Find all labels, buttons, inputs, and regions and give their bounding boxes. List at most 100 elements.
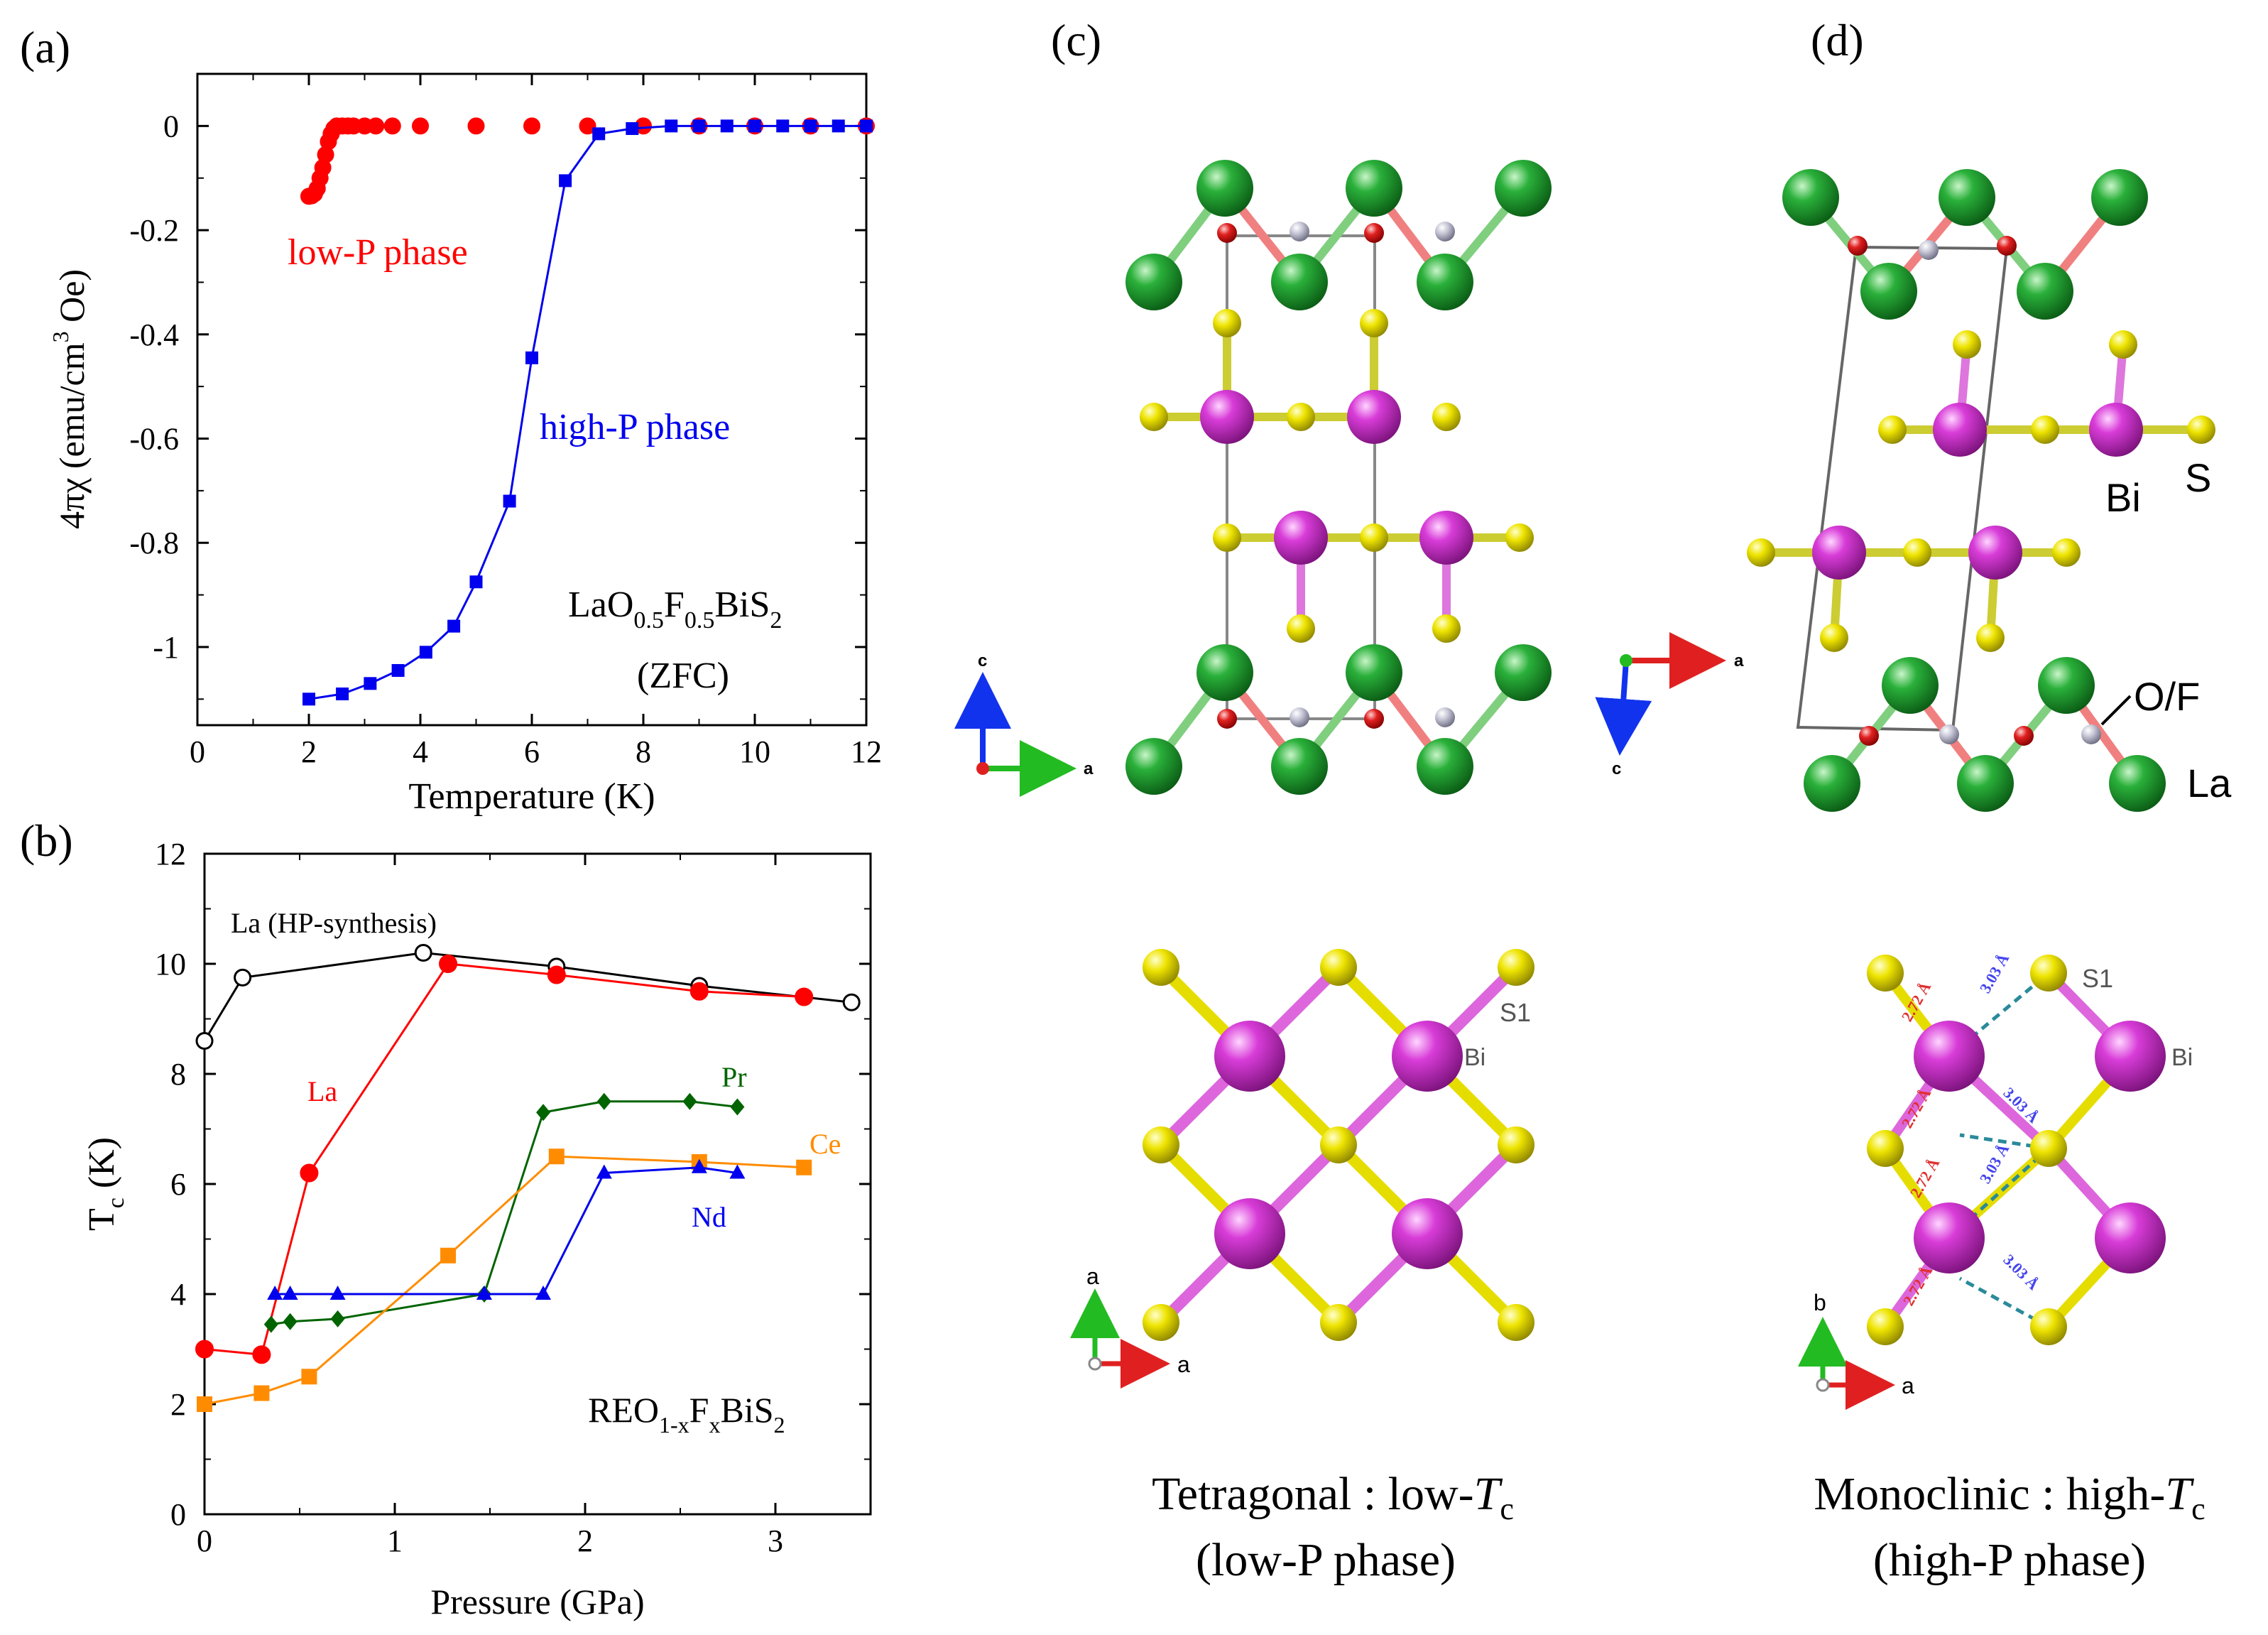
- data-point: [412, 117, 429, 135]
- data-point: [383, 117, 401, 135]
- data-point: [523, 117, 540, 135]
- y-tick-label: 10: [155, 947, 186, 982]
- series-ce: [197, 1148, 812, 1412]
- chart-b-ylabel-unit: (K): [82, 1137, 122, 1197]
- data-point: [842, 993, 861, 1011]
- axis-origin: [1620, 654, 1632, 667]
- data-point: [804, 119, 817, 133]
- la-atom: [1495, 644, 1552, 701]
- s-atom: [1432, 403, 1461, 431]
- data-point: [592, 127, 606, 141]
- data-point: [579, 117, 596, 135]
- label-s-d: S: [2185, 455, 2211, 500]
- data-point: [282, 1286, 298, 1300]
- s-atom: [2187, 415, 2215, 444]
- axis-a-label: a: [1902, 1373, 1914, 1398]
- o-atom: [1217, 223, 1237, 243]
- x-tick-label: 2: [301, 734, 317, 769]
- chart-a: 0 2 4 6 8 10 12 0 -0.2 -0.4 -0.6 -0.8 -1 Temperatur…: [48, 72, 882, 817]
- chart-a-note: (ZFC): [637, 656, 729, 696]
- bi-atom: [1914, 1202, 1985, 1273]
- s-atom: [1953, 330, 1981, 359]
- x-tick-label: 2: [577, 1523, 593, 1558]
- la-atom: [1939, 169, 1995, 226]
- chart-a-y-tick-labels: 0 -0.2 -0.4 -0.6 -0.8 -1: [129, 109, 179, 665]
- s-atom: [1867, 1308, 1904, 1345]
- data-point: [253, 1385, 270, 1401]
- data-point: [301, 1369, 317, 1385]
- chart-b-ylabel-sub: c: [103, 1197, 129, 1208]
- x-tick-label: 0: [197, 1523, 212, 1558]
- label-bi-d: Bi: [2105, 475, 2141, 520]
- s-atom: [1320, 1304, 1357, 1341]
- y-tick-label: 12: [155, 837, 186, 871]
- caption-c-line2: (low-P phase): [1196, 1534, 1456, 1586]
- s-atom: [1143, 1304, 1179, 1341]
- label-of-d: O/F: [2134, 674, 2200, 719]
- axis-origin: [976, 762, 989, 775]
- f-atom: [1435, 222, 1455, 241]
- la-atom: [1271, 738, 1328, 795]
- la-atom: [2038, 657, 2095, 714]
- atoms-c-bottom: [1143, 949, 1534, 1341]
- f-atom: [1435, 707, 1455, 727]
- f-atom: [1919, 240, 1939, 260]
- s-atom: [1320, 949, 1357, 986]
- chart-a-frame: [196, 72, 868, 727]
- data-point: [691, 1158, 707, 1173]
- caption-d-line2: (high-P phase): [1873, 1534, 2146, 1586]
- chart-b-series: [195, 944, 861, 1412]
- series-line: [275, 1166, 738, 1295]
- la-atom: [1782, 169, 1839, 226]
- chart-b-compound-1: REO: [588, 1390, 659, 1430]
- data-point: [796, 1159, 812, 1175]
- panel-label-c: (c): [1051, 15, 1101, 65]
- monoclinic-plane-view: 2.72 Å 2.72 Å 2.72 Å 2.72 Å 3.03 Å 3.03 …: [1798, 950, 2193, 1410]
- s-atom: [2031, 415, 2059, 444]
- caption-d-line1: Monoclinic : high-Tc: [1814, 1468, 2205, 1526]
- la-atom: [1804, 755, 1860, 812]
- la-atom: [1125, 254, 1182, 310]
- data-point: [776, 119, 790, 133]
- data-point: [300, 1163, 319, 1183]
- chart-a-ylabel-main: 4πχ (emu/cm: [52, 342, 92, 529]
- caption-d-text: Monoclinic : high-: [1814, 1468, 2165, 1520]
- axis-a-vertical-label: a: [1086, 1264, 1099, 1289]
- o-atom: [1364, 223, 1384, 243]
- bi-atom: [2095, 1202, 2166, 1273]
- data-point: [283, 1313, 298, 1330]
- data-point: [596, 1092, 611, 1110]
- data-point: [503, 494, 516, 508]
- data-point: [729, 1164, 746, 1179]
- o-atom: [1859, 726, 1879, 746]
- la-of-layer-top-c: [1125, 160, 1552, 310]
- data-point: [860, 119, 873, 133]
- caption-d-tc-sub: c: [2191, 1492, 2206, 1526]
- x-tick-label: 6: [524, 734, 540, 769]
- chart-a-compound: LaO0.5F0.5BiS2: [568, 585, 782, 634]
- label-la: La: [307, 1075, 337, 1107]
- axes-triad-d-bottom: b a: [1798, 1290, 1914, 1410]
- y-tick-label: 0: [163, 109, 179, 143]
- y-tick-label: 6: [170, 1167, 186, 1202]
- s-atom: [2030, 955, 2067, 992]
- data-point: [467, 117, 485, 135]
- y-tick-label: -0.6: [129, 422, 179, 457]
- y-tick-label: 8: [170, 1057, 186, 1092]
- data-point: [689, 982, 709, 1001]
- s-atom: [2109, 330, 2137, 359]
- data-point: [665, 119, 678, 133]
- s-atom: [1140, 403, 1168, 431]
- chart-b-x-tick-labels: 0 1 2 3: [197, 1523, 783, 1558]
- x-tick-label: 4: [413, 734, 428, 769]
- tetragonal-plane-view: S1 Bi a a: [1070, 949, 1534, 1389]
- o-atom: [1217, 709, 1237, 729]
- bi-atom: [2089, 403, 2143, 457]
- chart-b-xlabel: Pressure (GPa): [430, 1582, 644, 1622]
- s-atom: [1976, 624, 2005, 652]
- chart-a-ylabel-sup: 3: [48, 331, 73, 342]
- la-atom: [1196, 160, 1253, 217]
- axes-triad-c-top: c a: [954, 651, 1094, 797]
- chart-a-compound-s2: 0.5: [685, 607, 715, 634]
- s-atom: [1867, 955, 1904, 992]
